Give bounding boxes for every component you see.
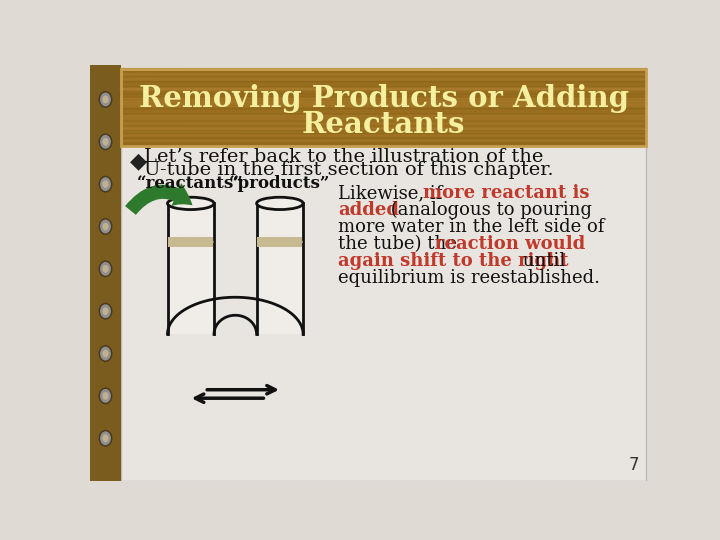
Text: ◆: ◆ [130, 150, 148, 172]
Bar [168, 204, 213, 334]
Text: Removing Products or Adding: Removing Products or Adding [139, 84, 629, 113]
Bar [258, 204, 302, 334]
Bar [90, 65, 121, 481]
Ellipse shape [102, 350, 109, 357]
Ellipse shape [99, 387, 112, 404]
Ellipse shape [99, 345, 112, 362]
Ellipse shape [100, 262, 111, 276]
Ellipse shape [99, 303, 112, 320]
Text: Likewise, if: Likewise, if [338, 184, 448, 202]
Bar [168, 237, 213, 247]
Ellipse shape [102, 307, 109, 315]
Ellipse shape [102, 392, 109, 400]
Bar [121, 69, 647, 146]
Text: Let’s refer back to the illustration of the: Let’s refer back to the illustration of … [144, 148, 544, 166]
Ellipse shape [100, 389, 111, 403]
Text: the tube) the: the tube) the [338, 235, 463, 253]
Text: “reactants”: “reactants” [138, 175, 244, 192]
Ellipse shape [99, 91, 112, 108]
Ellipse shape [102, 265, 109, 273]
Bar [258, 237, 302, 247]
Text: added: added [338, 201, 399, 219]
Ellipse shape [102, 222, 109, 231]
Ellipse shape [99, 260, 112, 278]
Text: (analogous to pouring: (analogous to pouring [385, 201, 593, 219]
Ellipse shape [99, 133, 112, 150]
Text: more water in the left side of: more water in the left side of [338, 218, 604, 236]
Ellipse shape [99, 176, 112, 193]
Ellipse shape [168, 197, 214, 210]
Ellipse shape [100, 220, 111, 233]
Ellipse shape [100, 177, 111, 191]
Ellipse shape [99, 218, 112, 235]
Ellipse shape [99, 430, 112, 447]
Text: Reactants: Reactants [302, 110, 465, 139]
Ellipse shape [100, 431, 111, 445]
Ellipse shape [100, 304, 111, 318]
Text: until: until [517, 252, 565, 270]
Text: equilibrium is reestablished.: equilibrium is reestablished. [338, 269, 600, 287]
Ellipse shape [258, 237, 302, 247]
Bar [121, 146, 647, 481]
Text: again shift to the right: again shift to the right [338, 252, 569, 270]
Ellipse shape [102, 138, 109, 146]
FancyArrowPatch shape [125, 183, 192, 215]
Text: “products”: “products” [229, 175, 330, 192]
Text: more reactant is: more reactant is [423, 184, 590, 202]
Ellipse shape [102, 180, 109, 188]
Text: 7: 7 [628, 456, 639, 475]
Text: reaction would: reaction would [435, 235, 585, 253]
Ellipse shape [256, 197, 303, 210]
Ellipse shape [102, 96, 109, 103]
Ellipse shape [102, 434, 109, 442]
Ellipse shape [168, 237, 213, 247]
Text: U-tube in the first section of this chapter.: U-tube in the first section of this chap… [144, 161, 554, 179]
Ellipse shape [100, 92, 111, 106]
Bar [121, 69, 647, 146]
Ellipse shape [100, 347, 111, 361]
Ellipse shape [100, 135, 111, 148]
